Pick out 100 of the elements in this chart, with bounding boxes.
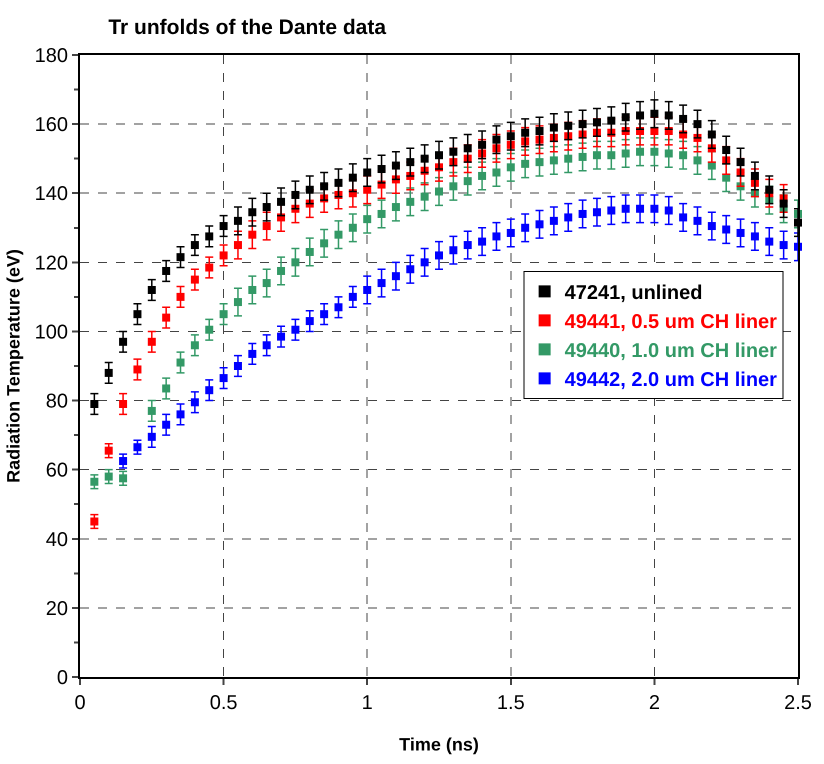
y-tick-label: 60 [46, 460, 68, 482]
chart-title: Tr unfolds of the Dante data [108, 16, 386, 39]
point [320, 239, 328, 248]
point [492, 168, 500, 176]
point [550, 124, 558, 132]
point [750, 172, 759, 180]
point [363, 215, 372, 224]
point [176, 253, 185, 262]
point [478, 238, 486, 246]
point [119, 400, 128, 408]
point [420, 154, 429, 163]
point [420, 258, 429, 266]
point [392, 203, 400, 212]
point [306, 186, 314, 194]
y-tick-label: 80 [46, 390, 68, 413]
point [708, 130, 716, 138]
point [334, 230, 342, 239]
point [148, 338, 156, 346]
point [506, 228, 515, 237]
point [492, 232, 500, 240]
point [90, 478, 98, 486]
point [607, 116, 616, 125]
point [234, 298, 242, 306]
x-tick-label: 2 [648, 692, 660, 714]
point [334, 303, 342, 312]
point [679, 213, 688, 222]
y-tick-label: 180 [34, 45, 68, 67]
point [277, 332, 286, 341]
point [133, 365, 142, 374]
point [736, 228, 745, 237]
point [162, 384, 170, 392]
point [636, 148, 644, 156]
point [334, 178, 342, 187]
point [435, 151, 443, 160]
point [449, 182, 458, 190]
y-tick-label: 160 [34, 114, 68, 136]
point [104, 446, 113, 455]
point [592, 118, 601, 126]
point [464, 144, 472, 152]
point [277, 198, 286, 206]
point [133, 443, 142, 452]
point [205, 326, 214, 334]
point [190, 241, 199, 250]
point [780, 241, 788, 250]
point [536, 158, 544, 166]
point [492, 136, 500, 144]
point [664, 111, 673, 120]
point [392, 272, 400, 280]
point [765, 186, 774, 194]
point [592, 208, 601, 216]
point [578, 210, 587, 218]
point [234, 216, 242, 225]
point [506, 163, 515, 172]
point [406, 158, 414, 166]
y-tick-label: 120 [34, 252, 68, 274]
point [348, 224, 357, 232]
point [378, 165, 386, 174]
point [119, 338, 128, 346]
point [220, 374, 228, 382]
point [133, 310, 142, 318]
legend-label: 49440, 1.0 um CH liner [564, 340, 778, 362]
point [205, 232, 214, 240]
point [521, 160, 530, 168]
point [291, 258, 300, 266]
point [220, 222, 228, 230]
point [148, 406, 156, 415]
x-tick-label: 0 [74, 692, 86, 714]
point [363, 168, 372, 176]
point [435, 187, 443, 196]
legend-label: 49442, 2.0 um CH liner [564, 369, 778, 392]
y-axis-title: Radiation Temperature (eV) [3, 249, 24, 483]
point [262, 203, 271, 212]
point [348, 174, 357, 182]
point [664, 149, 673, 158]
point [234, 241, 242, 250]
point [291, 326, 300, 334]
point [320, 310, 328, 318]
point [536, 127, 544, 136]
point [765, 238, 774, 246]
point [736, 158, 745, 166]
point [162, 420, 170, 429]
point [306, 317, 314, 326]
point [750, 232, 759, 240]
point [248, 230, 256, 239]
legend-label: 49441, 0.5 um CH liner [564, 311, 778, 334]
point [104, 472, 113, 481]
legend-label: 47241, unlined [564, 282, 702, 304]
point [119, 474, 128, 482]
point [564, 154, 572, 163]
point [190, 276, 199, 284]
point [378, 210, 386, 218]
point [449, 246, 458, 254]
point [392, 162, 400, 170]
point [104, 368, 113, 377]
point [464, 241, 472, 250]
point [722, 226, 730, 234]
point [636, 111, 644, 120]
point [378, 279, 386, 288]
point [449, 148, 458, 156]
point [205, 264, 214, 272]
